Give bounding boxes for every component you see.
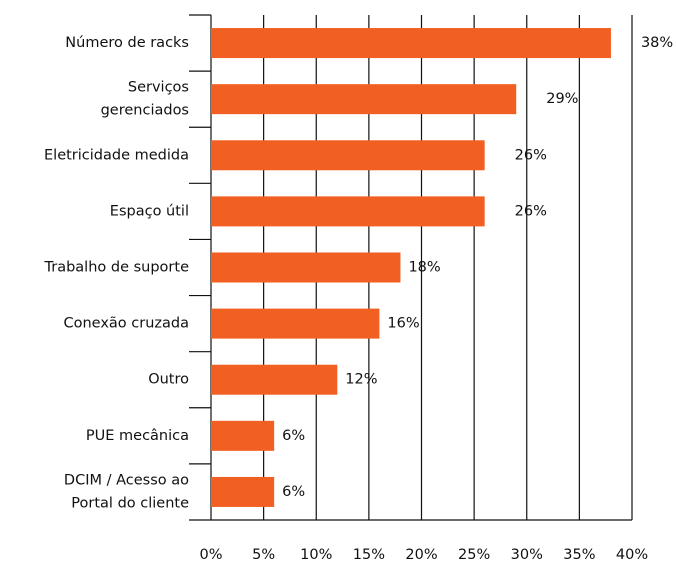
value-label: 12% (345, 372, 377, 388)
y-tick-label: Outro (148, 372, 189, 388)
value-label: 16% (387, 316, 419, 332)
bar (211, 28, 611, 59)
y-tick-label: DCIM / Acesso ao Portal do cliente (64, 472, 189, 511)
bar (211, 364, 338, 395)
bar (211, 84, 517, 115)
value-label: 26% (515, 147, 547, 163)
x-tick-label: 15% (353, 547, 385, 563)
x-tick-label: 0% (199, 547, 222, 563)
value-label: 26% (515, 203, 547, 219)
y-tick-label: Trabalho de suporte (44, 260, 190, 276)
x-tick-label: 5% (252, 547, 275, 563)
y-tick-label: Eletricidade medida (44, 147, 189, 163)
value-label: 29% (546, 91, 578, 107)
value-label: 38% (641, 35, 673, 51)
bar (211, 420, 275, 451)
bar (211, 196, 485, 227)
bar (211, 308, 380, 339)
y-tick-label: Espaço útil (110, 203, 189, 219)
y-tick-label: PUE mecânica (86, 428, 189, 444)
y-tick-label: Serviços gerenciados (101, 80, 189, 119)
x-tick-label: 30% (511, 547, 543, 563)
x-tick-label: 10% (300, 547, 332, 563)
y-tick-label: Conexão cruzada (63, 316, 189, 332)
bar (211, 140, 485, 171)
x-tick-label: 20% (405, 547, 437, 563)
x-tick-label: 35% (563, 547, 595, 563)
x-tick-label: 25% (458, 547, 490, 563)
value-label: 18% (408, 260, 440, 276)
y-tick-label: Número de racks (65, 35, 189, 51)
bar (211, 476, 275, 507)
bar (211, 252, 401, 283)
x-tick-label: 40% (616, 547, 648, 563)
value-label: 6% (282, 428, 305, 444)
value-label: 6% (282, 484, 305, 500)
